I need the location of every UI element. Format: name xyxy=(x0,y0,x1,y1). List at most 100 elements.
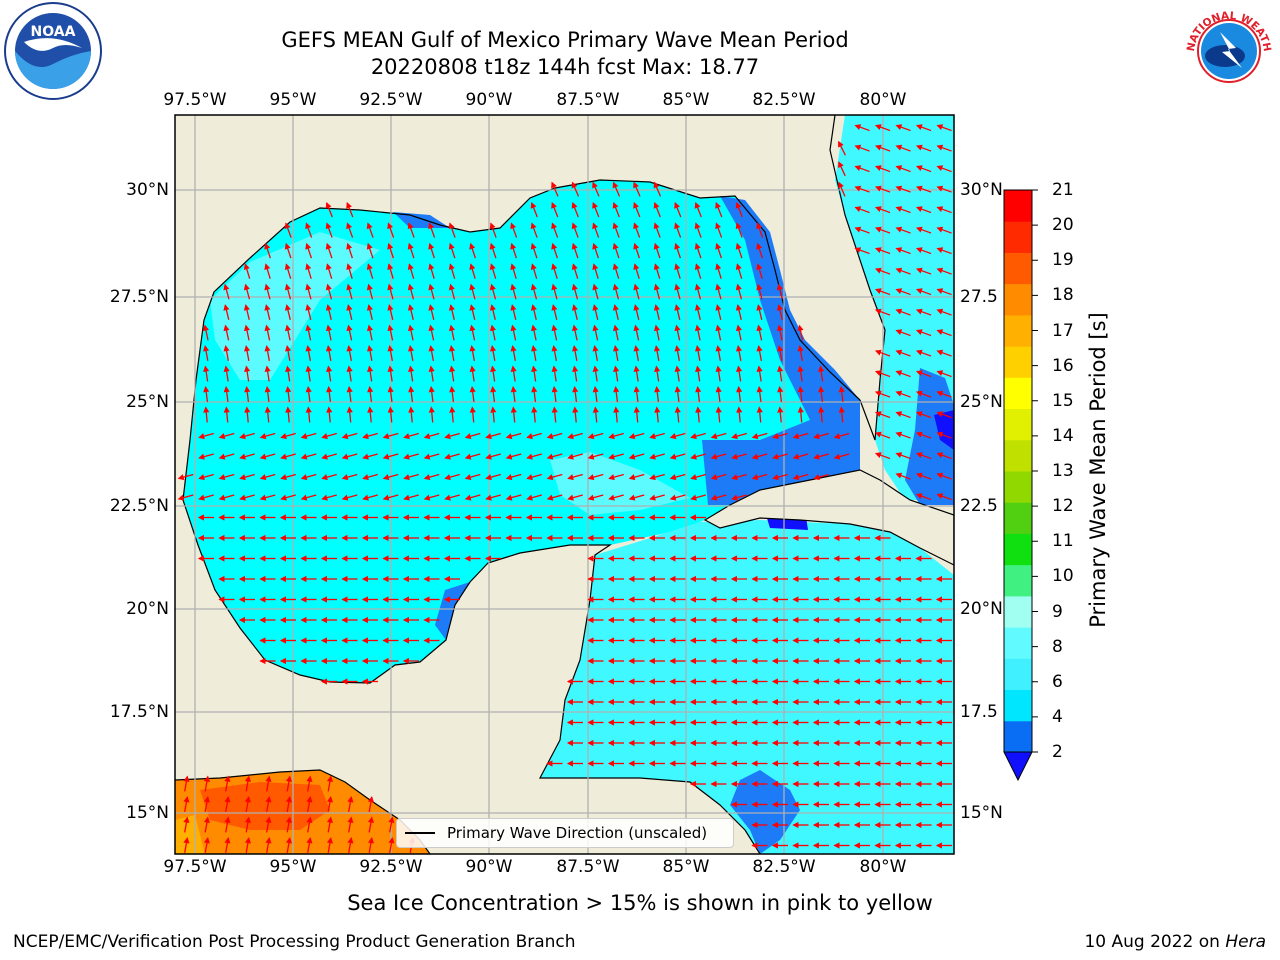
wave-arrow-head xyxy=(792,555,799,562)
wave-arrow-head xyxy=(428,345,435,352)
wave-arrow-head xyxy=(449,345,456,352)
wave-arrow-head xyxy=(320,575,327,583)
wave-arrow-head xyxy=(428,365,435,372)
wave-arrow-head xyxy=(407,324,414,332)
wave-arrow-head xyxy=(915,431,923,438)
wave-arrow-head xyxy=(592,304,599,311)
wave-arrow-head xyxy=(388,837,395,844)
wave-arrow-head xyxy=(592,385,599,393)
colorbar-segment xyxy=(1004,190,1032,222)
wave-arrow-head xyxy=(895,165,903,172)
wave-arrow-head xyxy=(751,555,758,562)
wave-arrow-head xyxy=(915,637,922,644)
wave-arrow-head xyxy=(244,837,251,844)
wave-arrow-head xyxy=(382,555,389,562)
wave-arrow-head xyxy=(751,719,758,726)
wave-arrow-head xyxy=(305,283,312,291)
wave-arrow-head xyxy=(285,775,292,783)
wave-arrow-head xyxy=(300,616,307,624)
wave-arrow-head xyxy=(566,739,573,747)
wave-arrow-head xyxy=(448,263,455,270)
wave-arrow-head xyxy=(710,698,717,706)
wave-arrow-head xyxy=(751,821,758,829)
wave-arrow-head xyxy=(674,385,681,393)
wave-arrow-head xyxy=(772,433,779,440)
wave-arrow-head xyxy=(818,406,825,413)
wave-arrow-head xyxy=(792,474,800,481)
wave-arrow-head xyxy=(669,453,677,460)
right-lat-label: 30°N xyxy=(960,180,1003,200)
wave-arrow-head xyxy=(223,365,230,372)
wave-arrow-head xyxy=(854,144,862,151)
left-lat-label: 25°N xyxy=(126,392,169,412)
wave-arrow-head xyxy=(895,124,903,131)
wave-arrow-head xyxy=(710,719,717,726)
shelf-yucatan xyxy=(435,582,470,640)
wave-arrow-head xyxy=(587,637,594,644)
wave-arrow-head xyxy=(812,678,819,685)
wave-arrow-head xyxy=(751,842,758,849)
wave-arrow-head xyxy=(730,760,737,767)
wave-arrow-head xyxy=(915,698,922,706)
wave-arrow-head xyxy=(628,657,635,665)
wave-arrow-head xyxy=(346,242,353,250)
wave-arrow-head xyxy=(756,304,763,311)
wave-arrow-head xyxy=(771,555,778,562)
wave-arrow-head xyxy=(264,324,271,332)
wave-arrow-head xyxy=(346,324,353,332)
wave-arrow-head xyxy=(710,433,718,440)
wave-arrow-head xyxy=(689,616,696,624)
right-lat-label: 15°N xyxy=(960,803,1003,823)
wave-arrow-head xyxy=(751,760,758,767)
wave-arrow-head xyxy=(735,304,742,311)
wave-arrow-head xyxy=(469,263,476,270)
wave-arrow-head xyxy=(490,385,497,393)
wave-arrow-head xyxy=(607,698,614,706)
wave-arrow-head xyxy=(423,494,431,501)
wave-arrow-head xyxy=(510,345,517,352)
wave-arrow-head xyxy=(218,494,226,501)
wave-arrow-head xyxy=(464,555,471,562)
wave-arrow-head xyxy=(346,202,352,209)
wave-arrow-head xyxy=(853,534,860,542)
wave-arrow-head xyxy=(239,433,246,440)
wave-arrow-head xyxy=(607,719,614,726)
wave-arrow-head xyxy=(362,433,369,440)
colorbar-segment xyxy=(1004,720,1032,753)
wave-arrow-head xyxy=(326,365,333,372)
wave-arrow-head xyxy=(259,657,266,665)
wave-arrow-head xyxy=(223,283,230,291)
wave-arrow-head xyxy=(402,514,409,521)
wave-arrow-head xyxy=(469,304,476,311)
colorbar-tick-label: 4 xyxy=(1052,706,1063,727)
wave-arrow-head xyxy=(505,514,512,521)
wave-arrow-head xyxy=(259,616,266,624)
wave-arrow-head xyxy=(915,185,923,192)
wave-arrow-head xyxy=(736,345,743,352)
wave-arrow-head xyxy=(730,719,737,726)
wave-arrow-head xyxy=(730,801,737,808)
wave-arrow-head xyxy=(361,596,368,603)
wave-arrow-head xyxy=(874,821,881,829)
wave-arrow-head xyxy=(874,575,881,583)
wave-arrow-head xyxy=(874,165,882,172)
wave-arrow-head xyxy=(797,324,804,332)
wave-arrow-head xyxy=(895,472,903,479)
wave-arrow-head xyxy=(874,411,882,418)
wave-arrow-head xyxy=(326,385,333,393)
wave-arrow-head xyxy=(935,637,942,644)
wave-arrow-head xyxy=(915,288,923,295)
wave-arrow-head xyxy=(874,739,881,747)
wave-arrow-head xyxy=(633,283,640,291)
wave-arrow-head xyxy=(259,575,266,583)
wave-arrow-head xyxy=(326,345,333,352)
wave-arrow-head xyxy=(715,304,722,311)
wave-arrow-head xyxy=(895,226,903,233)
wave-arrow-head xyxy=(648,616,655,624)
wave-arrow-head xyxy=(572,406,579,413)
left-lat-label: 15°N xyxy=(126,803,169,823)
wave-arrow-head xyxy=(367,345,374,352)
wave-arrow-head xyxy=(936,370,944,377)
wave-arrow-head xyxy=(915,555,922,562)
wave-arrow-head xyxy=(797,365,804,372)
